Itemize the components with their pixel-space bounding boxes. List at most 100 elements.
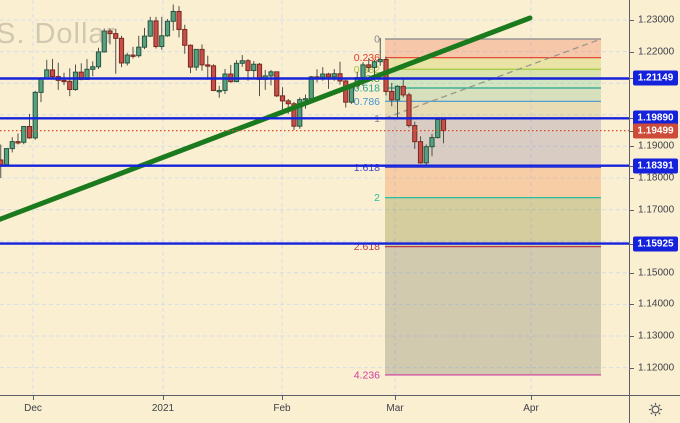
- candle-down: [291, 103, 297, 127]
- x-axis-label: Apr: [523, 403, 539, 414]
- price-axis[interactable]: 1.23000 1.22000 1.19000 1.18000 1.17000 1.150…: [629, 0, 680, 395]
- fib-band: [385, 246, 601, 375]
- candle-up: [233, 62, 240, 83]
- candle-down: [256, 63, 263, 80]
- y-axis-label: 1.18000: [638, 172, 675, 184]
- y-axis-tick: [630, 243, 634, 245]
- candle-down: [130, 54, 136, 57]
- x-axis-tick: [531, 396, 532, 400]
- chart-canvas[interactable]: 00.2360.3820.50.6180.78611.61822.6184.23…: [0, 0, 629, 395]
- fib-band: [385, 87, 601, 102]
- symbol-watermark: S. Dollar: [0, 18, 117, 50]
- fib-band: [385, 69, 601, 79]
- candle-down: [153, 20, 159, 48]
- candle-down: [26, 125, 33, 139]
- x-axis-tick: [33, 396, 34, 400]
- x-axis-tick: [282, 396, 283, 400]
- candle-down: [107, 30, 113, 35]
- y-axis-label: 1.19000: [638, 140, 675, 152]
- y-axis-tick: [630, 78, 634, 80]
- candle-down: [343, 80, 349, 103]
- candle-up: [297, 99, 303, 127]
- price-level-badge: 1.21149: [633, 70, 678, 86]
- candle-down: [245, 60, 251, 72]
- candle-up: [302, 98, 309, 101]
- candle-up: [377, 59, 383, 63]
- candle-up: [435, 119, 441, 139]
- candle-up: [32, 91, 38, 139]
- y-axis-tick: [630, 178, 634, 179]
- y-axis-label: 1.14000: [638, 298, 675, 310]
- candle-down: [49, 69, 56, 78]
- fib-band: [385, 57, 601, 70]
- fib-level-label: 1.618: [354, 162, 380, 174]
- candle-up: [141, 35, 148, 48]
- candle-down: [199, 48, 205, 66]
- candle-up: [360, 64, 366, 79]
- last-price-badge: 1.19499: [633, 123, 678, 139]
- candle-down: [113, 33, 119, 39]
- fib-retracement-drawing[interactable]: 00.2360.3820.50.6180.78611.61822.6184.23…: [354, 33, 602, 381]
- fib-band: [385, 101, 601, 119]
- fib-band: [385, 38, 601, 58]
- y-axis-label: 1.17000: [638, 204, 675, 216]
- candle-down: [412, 125, 418, 143]
- y-axis-label: 1.12000: [638, 362, 675, 374]
- candle-down: [440, 119, 447, 132]
- x-axis-label: Mar: [386, 403, 404, 414]
- y-axis-label: 1.22000: [638, 46, 675, 58]
- candle-down: [118, 37, 125, 64]
- candle-up: [423, 146, 429, 164]
- y-axis-label: 1.23000: [638, 14, 675, 26]
- candle-up: [90, 66, 96, 70]
- axis-settings-button[interactable]: [629, 395, 680, 423]
- candle-up: [21, 125, 27, 143]
- candle-up: [136, 46, 142, 57]
- y-axis-tick: [630, 146, 634, 148]
- fib-level-label: 0: [374, 33, 380, 45]
- fib-level-label: 0.236: [354, 52, 380, 64]
- price-level-badge: 1.18391: [633, 158, 678, 174]
- candle-up: [394, 85, 401, 101]
- candle-down: [279, 95, 286, 102]
- candle-down: [389, 90, 395, 101]
- fib-level-label: 4.236: [354, 369, 380, 381]
- candle-up: [222, 73, 228, 91]
- y-axis-tick: [630, 20, 634, 21]
- fib-band: [385, 78, 601, 88]
- candle-up: [44, 69, 50, 79]
- x-axis-tick: [163, 396, 164, 400]
- candle-down: [15, 141, 21, 144]
- horizontal-price-lines[interactable]: [0, 77, 629, 245]
- candle-down: [205, 64, 211, 67]
- y-axis-tick: [630, 336, 634, 337]
- fib-band: [385, 167, 601, 198]
- y-axis-tick: [630, 272, 634, 274]
- candle-down: [182, 28, 188, 46]
- fib-level-label: 0.618: [354, 82, 380, 94]
- candle-up: [124, 54, 130, 64]
- candle-up: [38, 77, 44, 93]
- candlestick-series: [0, 4, 447, 179]
- y-axis-tick: [630, 367, 634, 369]
- candle-up: [9, 141, 15, 150]
- y-axis-tick: [630, 209, 634, 211]
- y-axis-tick: [630, 165, 634, 167]
- candle-down: [61, 79, 67, 83]
- fib-band: [385, 197, 601, 247]
- price-pane[interactable]: S. Dollar 00.2360.3820.50.6180.78611.618…: [0, 0, 629, 395]
- time-axis[interactable]: Dec 2021 Feb Mar Apr: [0, 395, 629, 423]
- x-axis-label: Feb: [273, 403, 291, 414]
- candle-down: [417, 141, 424, 164]
- y-axis-label: 1.13000: [638, 330, 675, 342]
- candle-down: [67, 80, 73, 91]
- candle-up: [72, 71, 79, 91]
- x-axis-label: Dec: [24, 403, 42, 414]
- candle-up: [170, 10, 176, 22]
- candle-up: [371, 61, 378, 68]
- y-axis-tick: [630, 118, 634, 120]
- x-axis-label: 2021: [151, 403, 175, 414]
- candle-up: [95, 51, 102, 68]
- candle-up: [320, 73, 326, 78]
